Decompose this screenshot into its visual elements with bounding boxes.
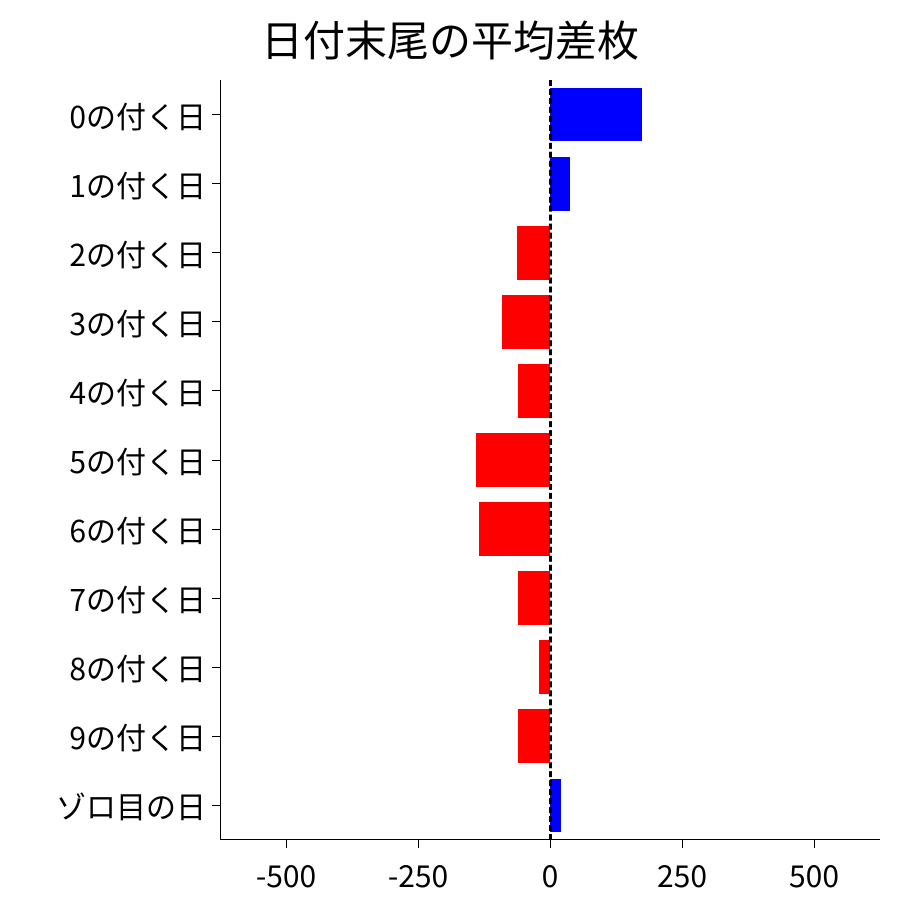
bar	[550, 88, 642, 142]
bar	[550, 779, 561, 833]
y-tick-label: 1の付く日	[0, 162, 206, 206]
y-tick-mark	[212, 252, 220, 253]
bar	[518, 709, 550, 763]
y-tick-label: 5の付く日	[0, 438, 206, 482]
y-tick-label: 8の付く日	[0, 645, 206, 689]
x-tick-label: 250	[657, 852, 707, 896]
bar	[476, 433, 550, 487]
y-tick-label: 7の付く日	[0, 576, 206, 620]
y-tick-label: 6の付く日	[0, 507, 206, 551]
y-tick-mark	[212, 805, 220, 806]
x-tick-mark	[814, 840, 815, 848]
y-tick-mark	[212, 183, 220, 184]
bar	[517, 226, 550, 280]
x-tick-label: -500	[256, 852, 316, 896]
bar	[502, 295, 550, 349]
y-tick-mark	[212, 114, 220, 115]
x-tick-mark	[286, 840, 287, 848]
y-tick-mark	[212, 598, 220, 599]
bar	[518, 571, 550, 625]
y-tick-label: 4の付く日	[0, 369, 206, 413]
x-tick-label: 500	[789, 852, 839, 896]
x-tick-label: 0	[542, 852, 559, 896]
y-tick-mark	[212, 529, 220, 530]
y-tick-label: ゾロ目の日	[0, 783, 206, 827]
x-tick-label: -250	[388, 852, 448, 896]
y-tick-label: 2の付く日	[0, 231, 206, 275]
zero-line	[549, 80, 552, 840]
y-tick-mark	[212, 736, 220, 737]
bar	[518, 364, 550, 418]
plot-area	[220, 80, 880, 840]
y-tick-label: 3の付く日	[0, 300, 206, 344]
y-tick-label: 9の付く日	[0, 714, 206, 758]
y-tick-mark	[212, 667, 220, 668]
bar	[479, 502, 550, 556]
x-tick-mark	[550, 840, 551, 848]
bar	[550, 157, 570, 211]
y-axis-line	[220, 80, 221, 840]
chart-title: 日付末尾の平均差枚	[0, 8, 900, 69]
y-tick-label: 0の付く日	[0, 93, 206, 137]
x-tick-mark	[418, 840, 419, 848]
x-tick-mark	[682, 840, 683, 848]
y-tick-mark	[212, 460, 220, 461]
y-tick-mark	[212, 390, 220, 391]
y-tick-mark	[212, 321, 220, 322]
